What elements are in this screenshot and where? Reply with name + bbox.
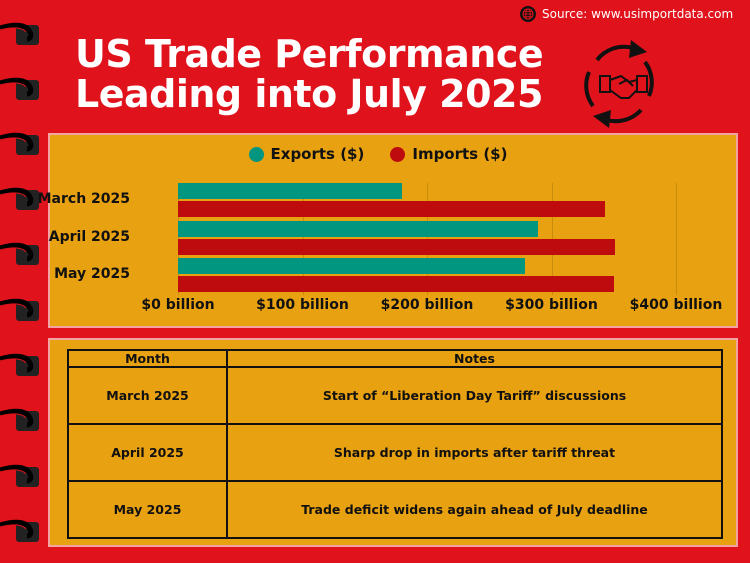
table-row: April 2025 Sharp drop in imports after t… (67, 423, 723, 482)
legend-imports-label: Imports ($) (412, 145, 508, 163)
notes-panel: Month Notes March 2025 Start of “Liberat… (48, 338, 738, 547)
cell-notes: Trade deficit widens again ahead of July… (226, 480, 723, 539)
title-line-2: Leading into July 2025 (75, 72, 543, 116)
exports-bar (178, 258, 526, 274)
cell-month: April 2025 (67, 423, 228, 482)
imports-bar (178, 276, 614, 292)
table-row: March 2025 Start of “Liberation Day Tari… (67, 366, 723, 425)
legend-exports: Exports ($) (248, 145, 365, 163)
header-notes: Notes (226, 349, 723, 368)
binding-ring-icon (0, 408, 39, 431)
page-title: US Trade Performance Leading into July 2… (75, 32, 544, 116)
title-line-1: US Trade Performance (75, 32, 544, 76)
table-row: May 2025 Trade deficit widens again ahea… (67, 480, 723, 539)
binding-ring-icon (0, 519, 39, 542)
exports-bar (178, 220, 538, 237)
exports-bar (178, 183, 403, 199)
bar-plot-area (178, 183, 738, 295)
cell-notes: Sharp drop in imports after tariff threa… (226, 423, 723, 482)
y-axis-label: March 2025 (37, 191, 130, 207)
binding-ring-icon (0, 77, 39, 100)
imports-bar (178, 201, 606, 217)
handshake-exchange-icon (584, 40, 654, 128)
imports-bar (178, 238, 615, 255)
gridline (676, 183, 677, 295)
y-axis-label: May 2025 (54, 266, 130, 282)
x-axis-tick: $0 billion (141, 297, 215, 313)
binding-ring-icon (0, 464, 39, 487)
binding-ring-icon (0, 298, 39, 321)
binding-ring-icon (0, 187, 39, 210)
binding-ring-icon (0, 242, 39, 265)
chart-legend: Exports ($) Imports ($) (50, 145, 736, 163)
exports-swatch (248, 146, 264, 162)
x-axis-tick: $300 billion (505, 297, 598, 313)
y-axis-label: April 2025 (48, 228, 130, 245)
binding-ring-icon (0, 22, 39, 45)
chart-panel: Exports ($) Imports ($) March 2025 April … (38, 133, 738, 328)
cell-month: March 2025 (67, 366, 228, 425)
binding-ring-icon (0, 132, 39, 155)
cell-month: May 2025 (67, 480, 228, 539)
table-header-row: Month Notes (67, 349, 723, 368)
cell-notes: Start of “Liberation Day Tariff” discuss… (226, 366, 723, 425)
binding-ring-icon (0, 353, 39, 376)
imports-swatch (390, 146, 406, 162)
notes-table: Month Notes March 2025 Start of “Liberat… (67, 349, 723, 539)
x-axis-tick: $400 billion (629, 297, 723, 313)
legend-exports-label: Exports ($) (270, 145, 365, 163)
source-credit: Source: www.usimportdata.com (520, 6, 733, 22)
x-axis-tick: $200 billion (380, 297, 474, 313)
x-axis-tick: $100 billion (256, 297, 349, 313)
globe-icon (520, 6, 536, 22)
source-text: Source: www.usimportdata.com (542, 7, 734, 21)
legend-imports: Imports ($) (390, 145, 507, 163)
header-month: Month (67, 349, 228, 368)
